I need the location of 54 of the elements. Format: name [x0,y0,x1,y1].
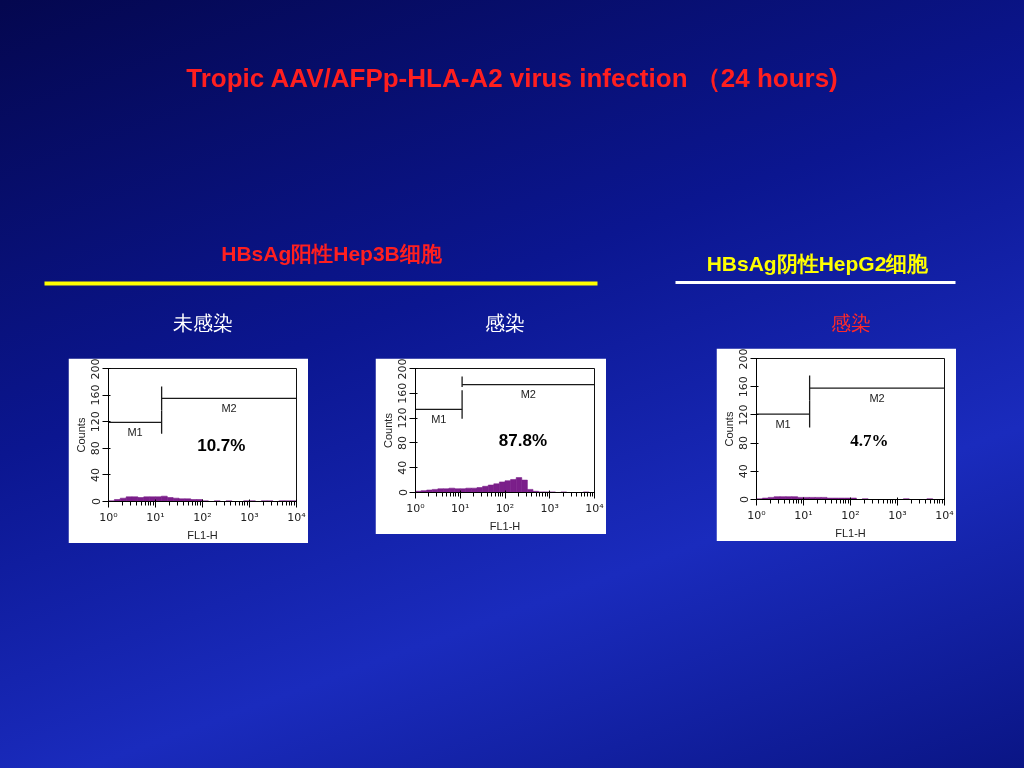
y-tick-label: 40 [737,464,751,479]
y-tick-label: 160 [737,376,751,398]
series-label: M1 [431,413,447,426]
y-tick-label: 160 [89,384,103,406]
y-tick-label: 0 [89,498,103,505]
x-tick-label: 10³ [240,510,259,524]
y-axis-title: Counts [74,417,87,453]
x-axis-title: FL1-H [835,526,866,539]
y-tick-label: 200 [396,358,410,380]
x-tick-label: 10³ [888,508,907,522]
y-tick-label: 120 [396,407,410,429]
x-tick-label: 10⁴ [287,510,307,524]
series-label: M2 [221,402,237,415]
annotation: 4.7% [850,430,889,450]
y-tick-label: 0 [737,496,751,503]
y-tick-label: 80 [396,435,410,450]
y-tick-label: 80 [89,441,103,456]
series-label: M2 [520,388,536,401]
series-label: M1 [127,426,143,439]
chart-title: 未感染 [172,311,233,334]
x-tick-label: 10⁴ [585,501,605,515]
y-tick-label: 160 [396,382,410,404]
y-tick-label: 40 [396,460,410,475]
y-tick-label: 0 [396,489,410,496]
y-axis-title: Counts [722,411,735,447]
x-tick-label: 10² [841,508,860,522]
series-label: M2 [869,392,885,405]
y-tick-label: 120 [737,404,751,426]
x-tick-label: 10⁴ [935,508,955,522]
series-label: M1 [775,418,791,431]
y-tick-label: 200 [737,348,751,370]
y-axis-title: Counts [381,412,394,448]
x-tick-label: 10² [193,510,212,524]
x-tick-label: 10² [495,501,515,515]
x-tick-label: 10¹ [146,510,165,524]
y-tick-label: 40 [89,467,103,482]
x-axis-title: FL1-H [187,528,218,541]
annotation: 87.8% [498,430,547,450]
annotation: 10.7% [197,436,246,456]
x-tick-label: 10⁰ [747,508,767,522]
text: HBsAg阴性HepG2细胞 [706,252,930,275]
x-axis-title: FL1-H [489,519,521,532]
x-tick-label: 10¹ [794,508,813,522]
chart-title: 感染 [830,311,871,334]
y-tick-label: 200 [89,358,103,380]
x-tick-label: 10⁰ [99,510,119,524]
x-tick-label: 10³ [540,501,559,515]
x-tick-label: 10¹ [451,501,470,515]
x-tick-label: 10⁰ [406,501,426,515]
chart-title: 感染 [485,311,525,334]
text: HBsAg阳性Hep3B细胞 [221,242,443,265]
y-tick-label: 120 [89,411,103,433]
y-tick-label: 80 [737,436,751,451]
text: Tropic AAV/AFPp-HLA-A2 virus infection （24 hours) [186,62,838,93]
